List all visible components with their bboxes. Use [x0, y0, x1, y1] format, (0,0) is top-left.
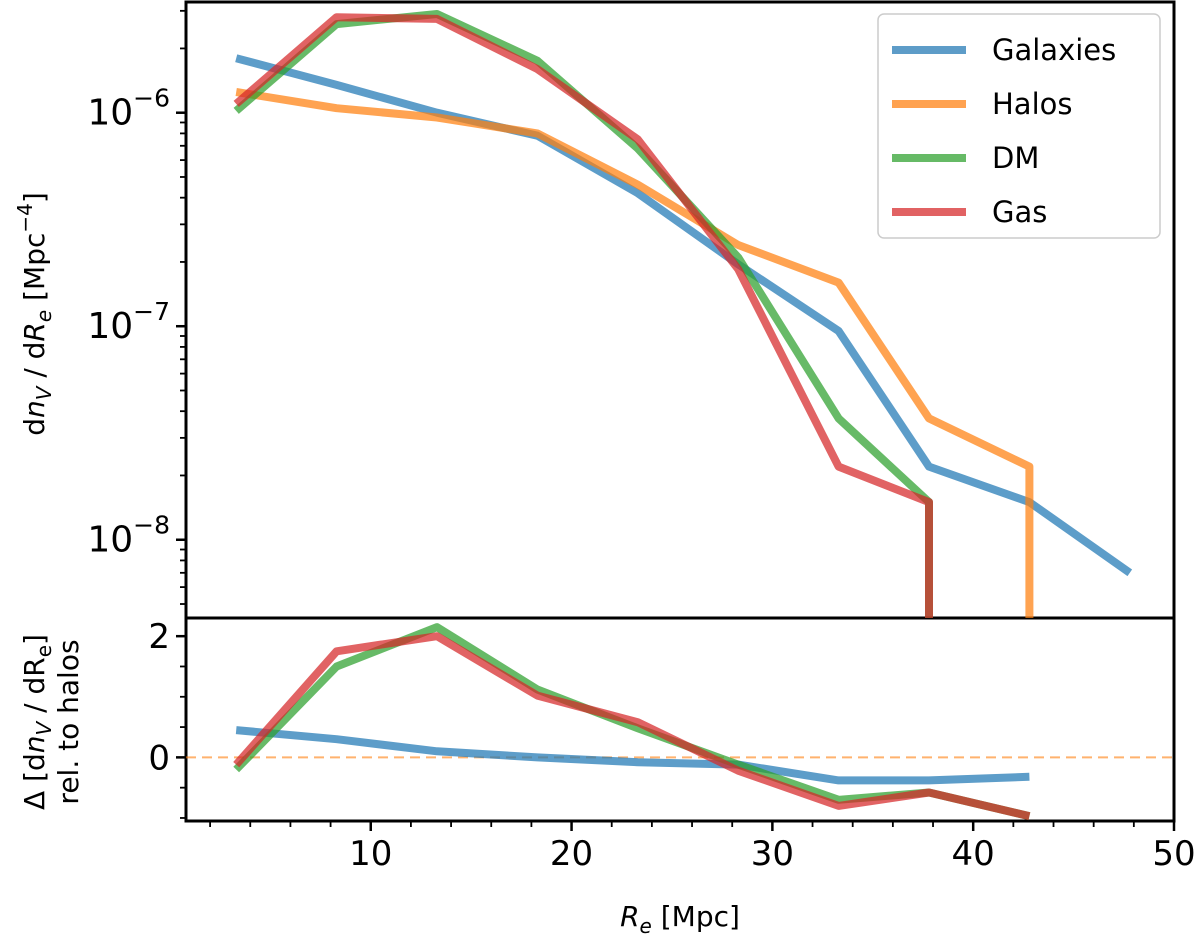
bottom-y-axis-ticks: 02: [148, 617, 186, 819]
top-y-tick-label: 10−8: [87, 511, 170, 561]
top-series-line-gas: [233, 13, 933, 618]
bottom-panel-frame: [184, 616, 1176, 823]
x-tick-label: 20: [550, 834, 593, 874]
x-axis-ticks: 10 20 30 40 50: [209, 821, 1196, 874]
bottom-series-line-galaxies: [235, 726, 1030, 785]
top-series-line-halos: [235, 88, 1034, 618]
x-tick-label: 30: [751, 834, 794, 874]
x-tick-label: 40: [952, 834, 995, 874]
top-y-axis-ticks: 10−8 10−7 10−6: [87, 9, 186, 605]
bottom-y-tick-label: 2: [148, 617, 170, 657]
x-tick-label: 10: [349, 834, 392, 874]
bottom-panel-series: [186, 623, 1174, 821]
legend-label-gas: Gas: [992, 195, 1047, 229]
legend: Galaxies Halos DM Gas: [877, 13, 1161, 239]
top-y-axis-label: dnV / dRe [Mpc−4]: [13, 192, 56, 436]
top-y-tick-label: 10−7: [87, 297, 170, 347]
bottom-series-line-gas: [233, 632, 1031, 821]
top-series-line-galaxies: [235, 54, 1133, 577]
bottom-y-axis-label-line2: rel. to halos: [52, 639, 85, 804]
bottom-y-tick-label: 0: [148, 738, 170, 778]
top-panel-series: [233, 10, 1133, 618]
top-y-tick-label: 10−6: [87, 84, 170, 134]
x-tick-label: 50: [1152, 834, 1195, 874]
legend-box: [877, 13, 1161, 239]
legend-label-halos: Halos: [992, 87, 1073, 121]
legend-label-galaxies: Galaxies: [992, 33, 1116, 67]
x-axis-label: Re [Mpc]: [620, 900, 740, 938]
bottom-y-axis-label-line1: Δ [dnV / dRe]: [18, 634, 56, 810]
legend-label-dm: DM: [992, 141, 1039, 175]
